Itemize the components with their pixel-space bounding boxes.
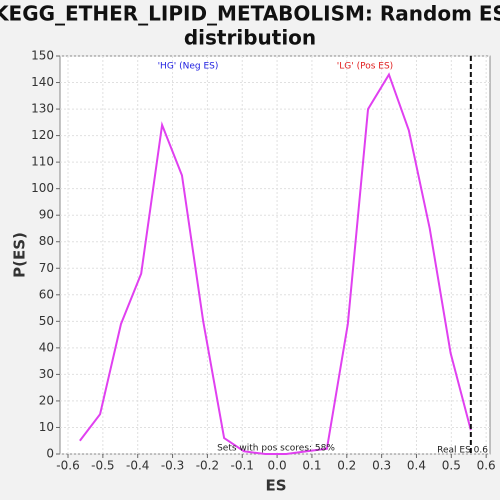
plot-area xyxy=(59,55,491,455)
x-tick-label: 0.6 xyxy=(477,459,496,473)
y-tick-label: 150 xyxy=(31,49,54,63)
y-tick-label: 140 xyxy=(31,75,54,89)
annotation: 'HG' (Neg ES) xyxy=(158,62,219,72)
annotation: 'LG' (Pos ES) xyxy=(337,62,393,72)
y-tick-label: 40 xyxy=(39,340,54,354)
y-tick-label: 0 xyxy=(46,447,54,461)
x-tick-label: -0.6 xyxy=(56,459,79,473)
x-tick-label: -0.1 xyxy=(231,459,254,473)
real-es-label: Real ES 0.6 xyxy=(437,446,488,456)
y-axis-title: P(ES) xyxy=(11,232,29,278)
line-series xyxy=(79,72,472,455)
chart-title: KEGG_ETHER_LIPID_METABOLISM: Random ES xyxy=(0,2,500,26)
x-tick-label: 0.5 xyxy=(442,459,461,473)
y-tick-label: 90 xyxy=(39,208,54,222)
y-tick-label: 120 xyxy=(31,128,54,142)
x-tick-label: -0.2 xyxy=(196,459,219,473)
y-tick-label: 110 xyxy=(31,155,54,169)
x-tick-label: -0.3 xyxy=(161,459,184,473)
x-tick-label: 0.1 xyxy=(302,459,321,473)
y-tick-label: 30 xyxy=(39,367,54,381)
x-tick-label: -0.5 xyxy=(91,459,114,473)
y-tick-label: 80 xyxy=(39,234,54,248)
x-tick-label: 0.3 xyxy=(372,459,391,473)
x-tick-label: -0.4 xyxy=(126,459,149,473)
annotation: Sets with pos scores: 58% xyxy=(217,444,335,454)
chart-title: distribution xyxy=(184,26,316,50)
x-tick-label: 0.2 xyxy=(337,459,356,473)
y-tick-label: 60 xyxy=(39,287,54,301)
y-tick-label: 130 xyxy=(31,102,54,116)
y-tick-label: 10 xyxy=(39,420,54,434)
x-tick-label: 0.4 xyxy=(407,459,426,473)
y-tick-label: 20 xyxy=(39,393,54,407)
x-tick-label: 0.0 xyxy=(268,459,287,473)
y-tick-label: 70 xyxy=(39,261,54,275)
y-tick-label: 100 xyxy=(31,181,54,195)
x-axis-title: ES xyxy=(265,477,286,495)
y-tick-label: 50 xyxy=(39,314,54,328)
